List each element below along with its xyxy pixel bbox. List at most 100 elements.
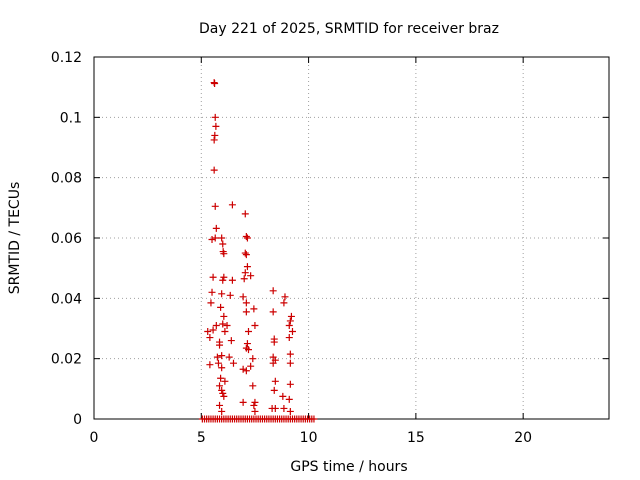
data-point: [247, 272, 255, 280]
data-point: [219, 320, 227, 328]
x-tick-label: 5: [197, 430, 206, 446]
data-point: [242, 251, 250, 259]
data-point: [270, 338, 278, 346]
x-axis-label: GPS time / hours: [290, 459, 407, 475]
data-point: [212, 122, 220, 130]
x-tick-label: 15: [407, 430, 425, 446]
data-point: [228, 276, 236, 284]
data-point: [212, 321, 220, 329]
grid: [94, 57, 609, 419]
data-points: [198, 79, 318, 423]
data-point: [286, 350, 294, 358]
data-point: [243, 340, 251, 348]
data-point: [209, 273, 217, 281]
y-tick-label: 0.04: [51, 291, 82, 307]
y-tick-label: 0: [73, 412, 82, 428]
data-point: [280, 404, 288, 412]
data-point: [245, 328, 252, 336]
data-point: [288, 328, 296, 336]
data-point: [251, 321, 259, 329]
data-point: [218, 234, 226, 242]
data-point: [310, 415, 318, 423]
data-point: [251, 407, 259, 415]
data-point: [286, 407, 294, 415]
data-point: [218, 290, 226, 298]
data-point: [216, 401, 224, 409]
data-point: [281, 293, 289, 301]
data-point: [211, 202, 219, 210]
y-tick-label: 0.1: [60, 110, 82, 126]
x-tick-label: 10: [300, 430, 318, 446]
data-point: [239, 398, 247, 406]
data-point: [243, 263, 251, 271]
data-point: [287, 312, 295, 320]
data-point: [250, 401, 258, 409]
data-point: [218, 352, 226, 360]
data-point: [271, 377, 279, 385]
data-point: [270, 386, 278, 394]
data-point: [208, 288, 216, 296]
data-point: [251, 398, 259, 406]
data-point: [249, 382, 257, 390]
data-point: [286, 380, 294, 388]
data-point: [228, 201, 236, 209]
data-point: [240, 275, 248, 283]
data-point: [218, 364, 226, 372]
data-point: [216, 341, 224, 349]
data-point: [217, 303, 225, 311]
data-point: [213, 353, 221, 361]
data-point: [242, 308, 250, 316]
data-point: [220, 273, 228, 281]
data-point: [220, 392, 228, 400]
y-tick-label: 0.12: [51, 50, 82, 66]
data-point: [207, 299, 215, 307]
data-point: [204, 328, 212, 336]
data-point: [208, 236, 216, 244]
x-tick-label: 0: [90, 430, 99, 446]
data-point: [285, 395, 293, 403]
data-point: [247, 362, 255, 370]
data-point: [241, 210, 249, 218]
data-point: [223, 321, 231, 329]
data-point: [243, 234, 251, 242]
data-point: [239, 293, 247, 301]
data-point: [214, 359, 222, 367]
data-point: [220, 312, 228, 320]
data-point: [219, 240, 227, 248]
data-point: [211, 80, 219, 88]
data-point: [242, 299, 250, 307]
data-point: [218, 407, 226, 415]
data-point: [285, 334, 293, 342]
data-point: [211, 234, 219, 242]
data-point: [209, 326, 217, 334]
data-point: [220, 250, 228, 258]
data-point: [229, 359, 237, 367]
data-point: [219, 389, 227, 397]
y-tick-label: 0.02: [51, 352, 82, 368]
data-point: [206, 334, 214, 342]
data-point: [279, 392, 287, 400]
data-point: [249, 355, 257, 363]
data-point: [218, 386, 226, 394]
data-point: [245, 346, 252, 354]
data-point: [241, 249, 249, 257]
y-tick-label: 0.06: [51, 231, 82, 247]
data-point: [285, 321, 293, 329]
data-point: [241, 269, 249, 277]
data-point: [269, 359, 277, 367]
data-point: [211, 113, 219, 121]
data-point: [211, 131, 219, 139]
data-point: [269, 287, 277, 295]
data-point: [286, 317, 294, 325]
y-tick-label: 0.08: [51, 171, 82, 187]
data-point: [239, 365, 247, 373]
data-point: [286, 359, 294, 367]
data-point: [219, 276, 227, 284]
data-point: [210, 136, 218, 144]
data-point: [227, 337, 235, 345]
data-point: [221, 328, 229, 336]
axes: [93, 56, 610, 420]
data-point: [225, 353, 233, 361]
